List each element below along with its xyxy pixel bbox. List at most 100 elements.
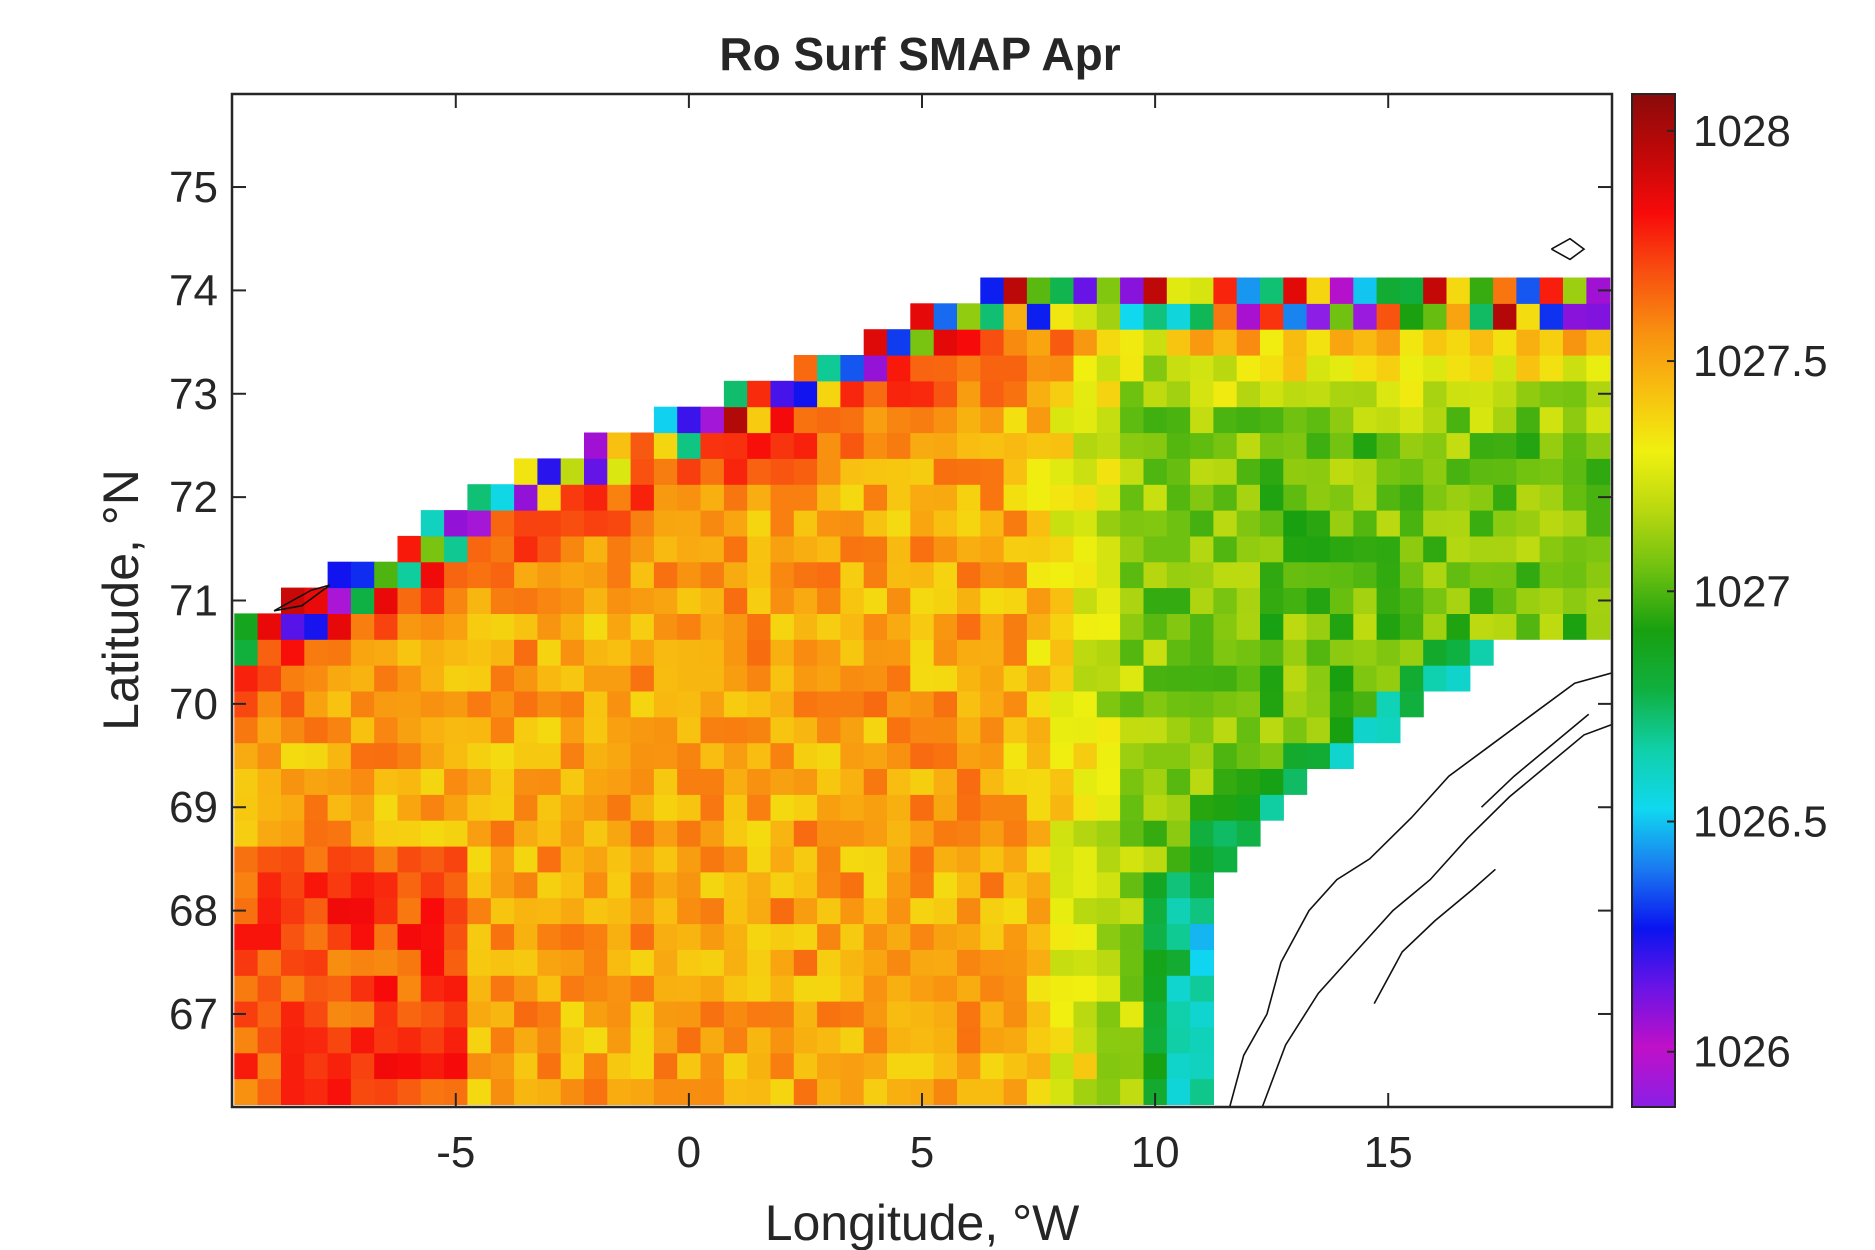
- heatmap-cell: [887, 768, 911, 795]
- heatmap-cell: [1143, 768, 1168, 795]
- heatmap-cell: [234, 1078, 259, 1105]
- heatmap-cell: [1586, 432, 1611, 459]
- heatmap-cell: [584, 871, 608, 899]
- heatmap-cell: [1096, 716, 1121, 744]
- heatmap-cell: [1050, 587, 1075, 614]
- heatmap-cell: [1143, 329, 1168, 356]
- heatmap-cell: [1003, 794, 1028, 821]
- heatmap-cell: [1166, 742, 1191, 769]
- heatmap-cell: [840, 587, 865, 614]
- heatmap-cell: [1050, 690, 1075, 718]
- heatmap-cell: [747, 846, 772, 873]
- heatmap-cell: [1190, 897, 1214, 925]
- heatmap-cell: [1073, 484, 1098, 511]
- heatmap-cell: [1120, 975, 1144, 1002]
- heatmap-cell: [281, 716, 305, 744]
- heatmap-cell: [1190, 975, 1214, 1002]
- heatmap-cell: [723, 484, 748, 511]
- heatmap-cell: [933, 897, 958, 925]
- heatmap-cell: [1260, 639, 1284, 666]
- heatmap-cell: [677, 432, 702, 459]
- heatmap-cell: [1469, 406, 1494, 434]
- heatmap-cell: [1260, 690, 1284, 718]
- heatmap-cell: [653, 1001, 678, 1028]
- heatmap-cell: [1260, 768, 1284, 795]
- heatmap-cell: [1236, 484, 1261, 511]
- heatmap-cell: [653, 923, 678, 950]
- heatmap-cell: [1260, 510, 1284, 537]
- heatmap-cell: [793, 1078, 818, 1105]
- heatmap-cell: [700, 613, 725, 640]
- heatmap-cell: [653, 613, 678, 640]
- heatmap-cell: [1516, 587, 1541, 614]
- heatmap-cell: [817, 613, 841, 640]
- heatmap-cell: [444, 923, 468, 950]
- heatmap-cell: [863, 820, 888, 847]
- heatmap-cell: [863, 406, 888, 434]
- heatmap-cell: [677, 1052, 702, 1080]
- heatmap-cell: [1120, 510, 1144, 537]
- heatmap-cell: [910, 639, 935, 666]
- heatmap-cell: [793, 846, 818, 873]
- heatmap-cell: [1026, 535, 1051, 563]
- heatmap-cell: [350, 846, 375, 873]
- heatmap-cell: [1190, 665, 1214, 692]
- heatmap-cell: [1166, 355, 1191, 382]
- heatmap-cell: [1026, 1001, 1051, 1028]
- heatmap-cell: [700, 587, 725, 614]
- heatmap-cell: [1120, 535, 1144, 563]
- heatmap-cell: [281, 639, 305, 666]
- heatmap-cell: [1446, 277, 1471, 304]
- heatmap-cell: [327, 949, 352, 976]
- colorbar-ticks: 1026 1026.5 1027 1027.5 1028: [1667, 107, 1828, 1077]
- heatmap-cell: [397, 923, 422, 950]
- heatmap-cell: [700, 484, 725, 511]
- heatmap-cell: [1516, 329, 1541, 356]
- heatmap-cell: [281, 1026, 305, 1054]
- heatmap-cell: [747, 665, 772, 692]
- heatmap-cell: [677, 406, 702, 434]
- heatmap-cell: [1003, 1026, 1028, 1054]
- heatmap-cell: [1120, 639, 1144, 666]
- heatmap-cell: [537, 1052, 562, 1080]
- heatmap-cell: [560, 665, 585, 692]
- heatmap-cell: [1073, 1078, 1098, 1105]
- heatmap-cell: [1073, 639, 1098, 666]
- heatmap-cell: [770, 406, 795, 434]
- heatmap-cell: [1399, 561, 1424, 589]
- heatmap-cell: [817, 380, 841, 408]
- heatmap-cell: [257, 897, 282, 925]
- heatmap-cell: [677, 690, 702, 718]
- heatmap-cell: [1376, 561, 1401, 589]
- heatmap-cell: [537, 742, 562, 769]
- heatmap-cell: [793, 432, 818, 459]
- heatmap-cell: [700, 1078, 725, 1105]
- heatmap-cell: [374, 1052, 399, 1080]
- heatmap-cell: [537, 1001, 562, 1028]
- heatmap-cell: [1143, 406, 1168, 434]
- heatmap-cell: [1586, 561, 1611, 589]
- heatmap-cell: [397, 535, 422, 563]
- heatmap-cell: [840, 665, 865, 692]
- heatmap-cell: [257, 846, 282, 873]
- heatmap-cell: [840, 535, 865, 563]
- heatmap-cell: [1493, 587, 1517, 614]
- heatmap-cell: [887, 1078, 911, 1105]
- y-tick-label: 67: [169, 990, 218, 1039]
- heatmap-cell: [1143, 1026, 1168, 1054]
- heatmap-cell: [397, 975, 422, 1002]
- heatmap-cell: [770, 561, 795, 589]
- heatmap-cell: [1586, 406, 1611, 434]
- heatmap-cell: [607, 613, 632, 640]
- heatmap-cell: [1050, 329, 1075, 356]
- heatmap-cell: [723, 561, 748, 589]
- heatmap-cell: [1399, 277, 1424, 304]
- heatmap-cell: [887, 510, 911, 537]
- heatmap-cell: [910, 871, 935, 899]
- heatmap-cell: [1143, 484, 1168, 511]
- heatmap-cell: [1563, 587, 1587, 614]
- heatmap-cell: [770, 975, 795, 1002]
- heatmap-cell: [700, 432, 725, 459]
- heatmap-cell: [793, 794, 818, 821]
- heatmap-cell: [1190, 846, 1214, 873]
